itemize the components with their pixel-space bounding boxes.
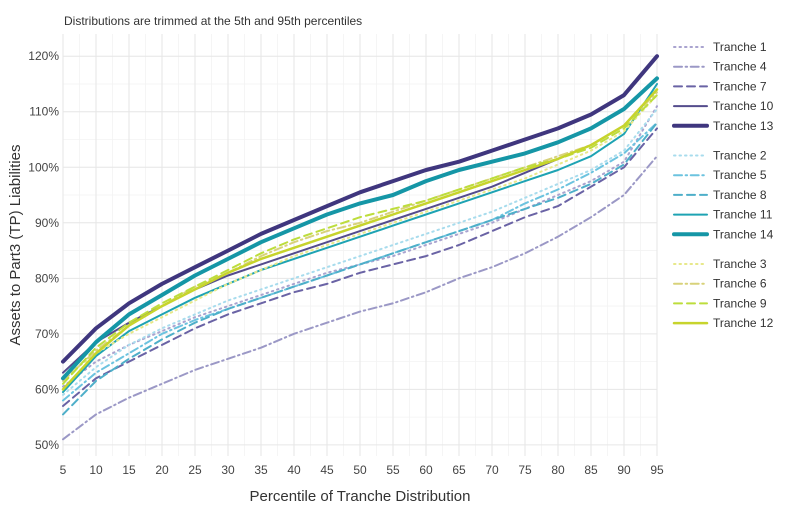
y-tick-label: 80% xyxy=(35,271,59,285)
series-line-tranche-4 xyxy=(62,155,658,441)
x-tick-label: 70 xyxy=(485,463,499,477)
legend-label: Tranche 8 xyxy=(713,188,767,202)
legend-label: Tranche 1 xyxy=(713,40,767,54)
legend-label: Tranche 7 xyxy=(713,79,767,93)
legend-label: Tranche 11 xyxy=(713,208,773,222)
chart-subtitle: Distributions are trimmed at the 5th and… xyxy=(64,14,362,28)
series-line-tranche-13 xyxy=(61,54,659,364)
x-tick-label: 45 xyxy=(320,463,334,477)
x-tick-label: 10 xyxy=(89,463,103,477)
x-tick-label: 95 xyxy=(650,463,664,477)
legend-label: Tranche 9 xyxy=(713,296,767,310)
legend-label: Tranche 4 xyxy=(713,60,767,74)
y-axis-ticks: 50% 60% 70% 80% 90% 100% 110% 120% xyxy=(28,49,59,452)
series-line-tranche-11 xyxy=(62,83,658,394)
legend-label: Tranche 13 xyxy=(713,119,774,133)
x-tick-label: 90 xyxy=(617,463,631,477)
x-tick-label: 5 xyxy=(60,463,67,477)
x-tick-label: 80 xyxy=(551,463,565,477)
legend: Tranche 1 Tranche 4 Tranche 7 Tranche 10 Tra… xyxy=(672,40,774,330)
series-line-tranche-12 xyxy=(61,88,659,391)
series-line-tranche-1 xyxy=(62,105,658,388)
x-tick-label: 25 xyxy=(188,463,202,477)
y-tick-label: 60% xyxy=(35,382,59,396)
y-axis-title: Assets to Part3 (TP) Liabilities xyxy=(7,145,24,346)
x-tick-label: 50 xyxy=(353,463,367,477)
series-lines xyxy=(61,54,659,441)
legend-label: Tranche 14 xyxy=(713,227,774,241)
x-tick-label: 15 xyxy=(122,463,136,477)
x-tick-label: 60 xyxy=(419,463,433,477)
series-line-tranche-8 xyxy=(62,121,658,416)
legend-label: Tranche 2 xyxy=(713,149,767,163)
series-line-tranche-7 xyxy=(62,127,658,407)
y-tick-label: 120% xyxy=(28,49,59,63)
y-tick-label: 110% xyxy=(29,105,59,119)
x-tick-label: 30 xyxy=(221,463,235,477)
legend-label: Tranche 12 xyxy=(713,316,774,330)
legend-label: Tranche 6 xyxy=(713,277,767,291)
x-tick-label: 75 xyxy=(518,463,532,477)
x-tick-label: 35 xyxy=(254,463,268,477)
x-tick-label: 85 xyxy=(584,463,598,477)
series-line-tranche-2 xyxy=(62,108,658,396)
y-tick-label: 50% xyxy=(35,438,59,452)
x-axis-title: Percentile of Tranche Distribution xyxy=(250,488,471,505)
grid xyxy=(62,34,658,456)
y-tick-label: 70% xyxy=(35,327,59,341)
x-tick-label: 65 xyxy=(452,463,466,477)
x-axis-ticks: 5 10 15 20 25 30 35 40 45 50 55 60 65 70 75 80 85 90 95 xyxy=(60,463,664,477)
series-line-tranche-3 xyxy=(62,94,658,380)
x-tick-label: 40 xyxy=(287,463,301,477)
x-tick-label: 20 xyxy=(155,463,169,477)
series-line-tranche-14 xyxy=(61,76,659,381)
x-tick-label: 55 xyxy=(386,463,400,477)
legend-label: Tranche 10 xyxy=(713,99,774,113)
legend-label: Tranche 3 xyxy=(713,257,767,271)
legend-label: Tranche 5 xyxy=(713,168,767,182)
y-tick-label: 90% xyxy=(35,216,59,230)
y-tick-label: 100% xyxy=(28,160,59,174)
